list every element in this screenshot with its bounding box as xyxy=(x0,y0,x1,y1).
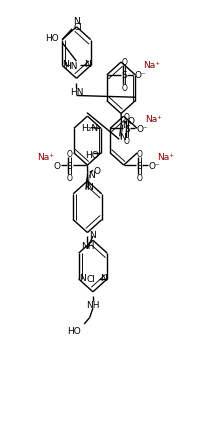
Text: O: O xyxy=(53,161,60,170)
Text: Na⁺: Na⁺ xyxy=(158,153,175,162)
Text: HN: HN xyxy=(64,62,78,71)
Text: Cl: Cl xyxy=(87,275,95,284)
Text: S: S xyxy=(137,161,142,170)
Text: O: O xyxy=(124,137,130,145)
Text: O⁻: O⁻ xyxy=(134,71,146,80)
Text: NH: NH xyxy=(86,301,100,310)
Text: O: O xyxy=(137,149,142,158)
Text: O: O xyxy=(67,149,72,158)
Text: HO: HO xyxy=(45,34,59,43)
Text: Na⁺: Na⁺ xyxy=(143,61,160,70)
Text: N: N xyxy=(88,171,95,180)
Text: NH: NH xyxy=(81,241,94,250)
Text: N: N xyxy=(62,60,69,69)
Text: HO: HO xyxy=(85,150,99,159)
Text: Cl: Cl xyxy=(73,23,82,32)
Text: S: S xyxy=(122,71,127,80)
Text: H₂N: H₂N xyxy=(81,124,98,133)
Text: O⁻: O⁻ xyxy=(149,161,160,170)
Text: Na⁺: Na⁺ xyxy=(145,115,162,124)
Text: N: N xyxy=(73,17,80,26)
Text: O: O xyxy=(137,173,142,182)
Text: S: S xyxy=(67,161,72,170)
Text: N: N xyxy=(90,230,96,239)
Text: N: N xyxy=(122,120,129,129)
Text: N: N xyxy=(84,60,91,69)
Text: O: O xyxy=(124,113,130,122)
Text: S: S xyxy=(124,125,130,134)
Text: O: O xyxy=(121,58,127,68)
Text: O⁻: O⁻ xyxy=(136,125,148,134)
Text: N: N xyxy=(79,273,86,282)
Text: N: N xyxy=(119,132,126,141)
Text: Na⁺: Na⁺ xyxy=(38,153,55,162)
Text: O: O xyxy=(121,84,127,93)
Text: N: N xyxy=(86,183,93,192)
Text: O: O xyxy=(67,173,72,182)
Text: O: O xyxy=(93,166,101,175)
Text: HN: HN xyxy=(70,87,83,96)
Text: N: N xyxy=(100,273,107,282)
Text: O: O xyxy=(128,117,135,126)
Text: HO: HO xyxy=(68,326,81,335)
